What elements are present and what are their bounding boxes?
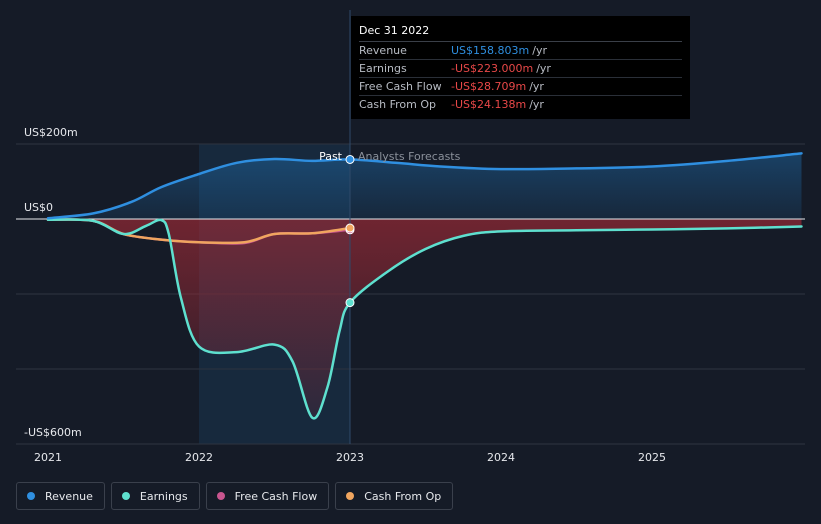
y-axis-labels: US$200m US$0 -US$600m — [24, 126, 82, 439]
legend-item-free-cash-flow[interactable]: Free Cash Flow — [205, 482, 330, 510]
earnings-line — [46, 218, 803, 420]
revenue-line — [46, 152, 803, 220]
x-tick-label: 2025 — [638, 451, 666, 464]
earnings-area — [48, 219, 802, 419]
x-tick-label: 2023 — [336, 451, 364, 464]
tooltip-row-unit: /yr — [529, 80, 544, 93]
legend-dot-icon — [216, 492, 225, 500]
x-tick-label: 2024 — [487, 451, 515, 464]
legend-item-revenue[interactable]: Revenue — [16, 482, 105, 510]
legend-label: Cash From Op — [364, 489, 442, 503]
legend: Revenue Earnings Free Cash Flow Cash Fro… — [16, 482, 454, 510]
legend-dot-icon — [346, 492, 355, 500]
legend-dot-icon — [27, 492, 35, 500]
tooltip-row-label: Revenue — [359, 44, 407, 57]
tooltip-row-value: -US$223.000m — [451, 62, 534, 75]
tooltip: Dec 31 2022 Revenue US$158.803m /yr Earn… — [351, 16, 690, 119]
legend-dot-icon — [121, 492, 130, 500]
legend-item-earnings[interactable]: Earnings — [110, 482, 200, 510]
tooltip-row-free-cash-flow: Free Cash Flow -US$28.709m /yr — [359, 78, 682, 96]
revenue-marker[interactable] — [345, 154, 355, 164]
earnings-marker[interactable] — [345, 298, 355, 308]
series-markers — [345, 154, 355, 308]
x-tick-label: 2022 — [185, 451, 213, 464]
legend-label: Revenue — [45, 489, 93, 503]
tooltip-row-value: -US$24.138m — [451, 98, 527, 111]
tooltip-row-unit: /yr — [536, 62, 551, 75]
revenue-area — [48, 153, 802, 219]
past-label: Past — [319, 150, 343, 163]
tooltip-date: Dec 31 2022 — [359, 23, 682, 42]
series-areas — [48, 153, 802, 419]
tooltip-row-label: Free Cash Flow — [359, 80, 442, 93]
tooltip-row-revenue: Revenue US$158.803m /yr — [359, 42, 682, 60]
tooltip-row-earnings: Earnings -US$223.000m /yr — [359, 60, 682, 78]
y-tick-label: US$200m — [24, 126, 78, 139]
tooltip-row-value: -US$28.709m — [451, 80, 527, 93]
series-lines — [46, 152, 803, 420]
x-tick-label: 2021 — [34, 451, 62, 464]
grid — [16, 143, 805, 445]
tooltip-row-unit: /yr — [529, 98, 544, 111]
tooltip-row-cash-from-op: Cash From Op -US$24.138m /yr — [359, 96, 682, 113]
y-tick-label: -US$600m — [24, 426, 82, 439]
tooltip-row-unit: /yr — [532, 44, 547, 57]
tooltip-row-label: Earnings — [359, 62, 407, 75]
tooltip-row-value: US$158.803m — [451, 44, 530, 57]
forecast-label: Analysts Forecasts — [358, 150, 461, 163]
legend-label: Free Cash Flow — [234, 489, 318, 503]
legend-item-cash-from-op[interactable]: Cash From Op — [335, 482, 454, 510]
legend-label: Earnings — [139, 489, 188, 503]
x-axis-labels: 2021 2022 2023 2024 2025 — [34, 451, 666, 464]
cash-from-op-marker[interactable] — [345, 223, 355, 233]
tooltip-row-label: Cash From Op — [359, 98, 437, 111]
y-tick-label: US$0 — [24, 201, 53, 214]
